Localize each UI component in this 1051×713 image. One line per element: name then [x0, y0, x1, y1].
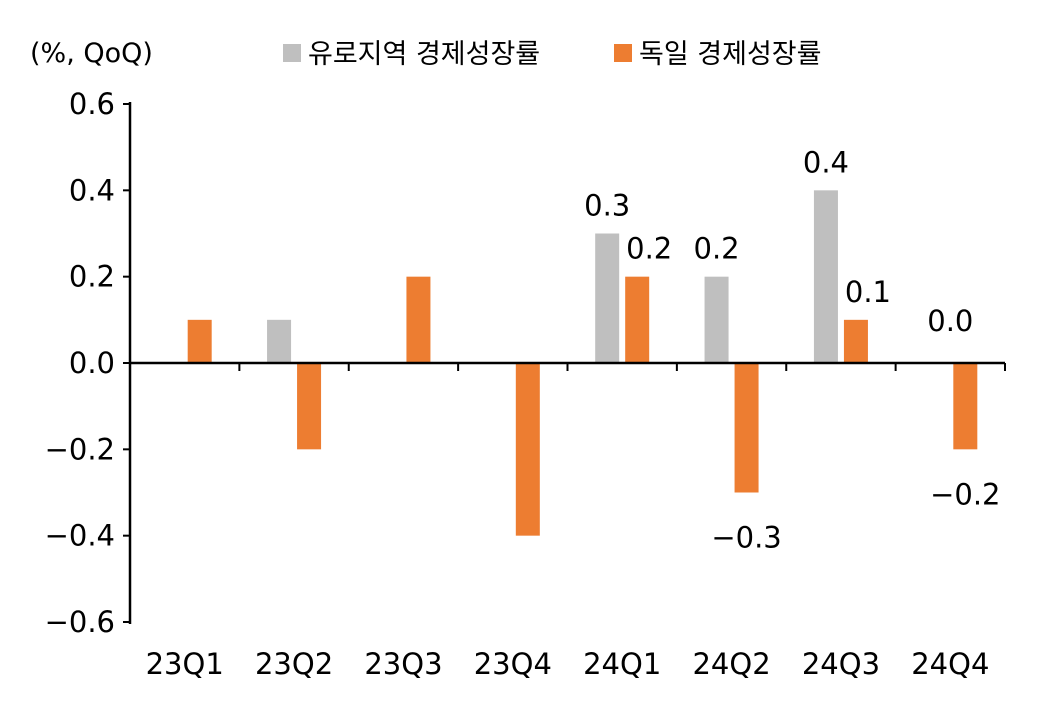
bar-germany-23Q2	[297, 363, 322, 450]
y-tick-label: 0.4	[69, 173, 115, 207]
data-label: 0.1	[845, 275, 891, 309]
y-tick-label: −0.4	[45, 519, 115, 553]
legend-swatch-eurozone	[283, 44, 301, 62]
x-tick-label: 24Q2	[692, 647, 770, 681]
x-tick-label: 23Q4	[474, 647, 552, 681]
y-tick-label: 0.0	[69, 346, 115, 380]
bar-germany-24Q4	[953, 363, 978, 450]
data-label: 0.0	[927, 304, 973, 338]
data-label: 0.3	[584, 189, 630, 223]
bar-germany-24Q3	[843, 319, 868, 363]
y-tick-label: 0.2	[69, 260, 115, 294]
bar-germany-24Q2	[734, 363, 759, 493]
x-tick-label: 23Q1	[146, 647, 224, 681]
y-tick-label: −0.2	[45, 432, 115, 466]
bar-germany-23Q4	[515, 363, 540, 536]
x-tick-label: 23Q2	[255, 647, 333, 681]
data-labels: 0.3 0.2 0.2 −0.3 0.4 0.1 0.0 −0.2	[584, 145, 1000, 554]
y-tick-label: −0.6	[45, 605, 115, 639]
bar-eurozone-24Q1	[595, 233, 620, 363]
x-tick-label: 24Q3	[802, 647, 880, 681]
data-label: −0.2	[930, 477, 1000, 511]
data-label: 0.2	[694, 232, 740, 266]
legend: 유로지역 경제성장률 독일 경제성장률	[283, 39, 821, 70]
data-label: −0.3	[711, 521, 781, 555]
data-label: 0.2	[626, 232, 672, 266]
x-tick-label: 24Q4	[911, 647, 989, 681]
y-tick-label: 0.6	[69, 87, 115, 121]
x-axis-labels: 23Q1 23Q2 23Q3 23Q4 24Q1 24Q2 24Q3 24Q4	[146, 647, 990, 681]
legend-swatch-germany	[614, 44, 632, 62]
bars	[187, 190, 978, 536]
data-label: 0.4	[803, 145, 849, 179]
x-tick-label: 23Q3	[364, 647, 442, 681]
x-tick-label: 24Q1	[583, 647, 661, 681]
bar-germany-24Q1	[625, 276, 650, 363]
legend-label-eurozone: 유로지역 경제성장률	[308, 39, 540, 70]
bar-eurozone-24Q2	[704, 276, 729, 363]
y-axis-ticks: 0.6 0.4 0.2 0.0 −0.2 −0.4 −0.6	[45, 87, 130, 639]
legend-label-germany: 독일 경제성장률	[639, 39, 821, 70]
unit-label: (%, QoQ)	[30, 38, 153, 69]
bar-germany-23Q1	[187, 319, 212, 363]
bar-eurozone-23Q2	[267, 319, 292, 363]
bar-germany-23Q3	[406, 276, 431, 363]
axes	[128, 102, 1006, 624]
bar-eurozone-24Q3	[813, 190, 838, 363]
